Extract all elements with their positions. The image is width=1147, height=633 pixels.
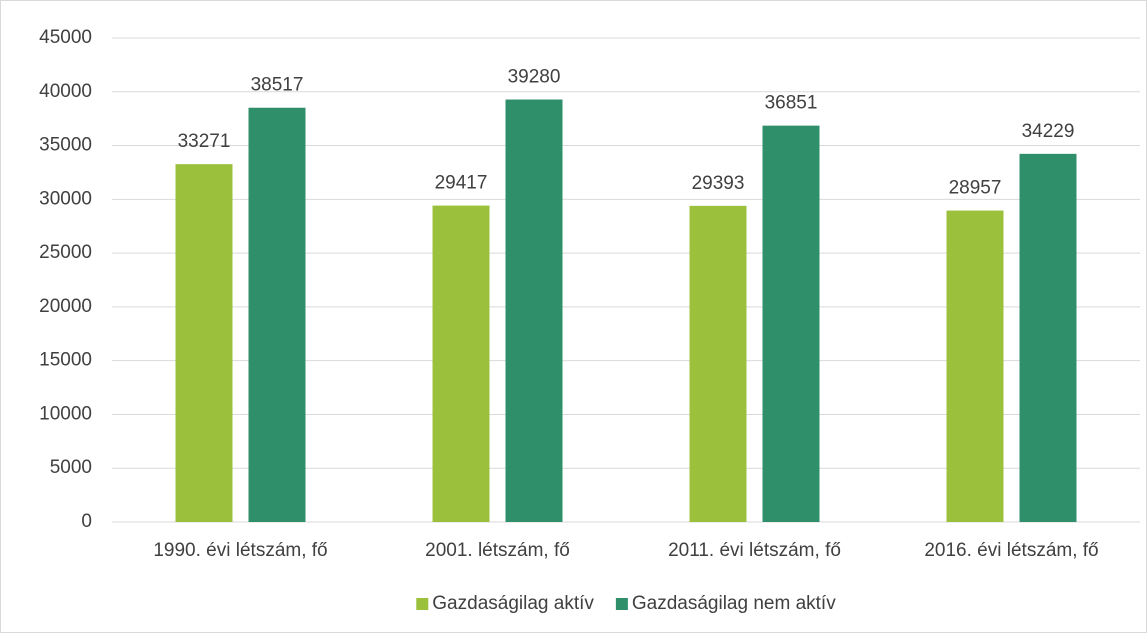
data-label: 28957 — [949, 178, 1002, 199]
y-tick-label: 45000 — [39, 27, 92, 48]
legend-label: Gazdaságilag nem aktív — [632, 593, 836, 614]
legend-swatch — [615, 598, 628, 610]
data-label: 34229 — [1022, 121, 1075, 142]
y-tick-label: 35000 — [39, 135, 92, 156]
y-tick-label: 25000 — [39, 242, 92, 263]
y-tick-label: 15000 — [39, 350, 92, 371]
bar — [946, 210, 1004, 522]
y-tick-label: 20000 — [39, 296, 92, 317]
y-tick-label: 0 — [81, 511, 92, 532]
bar — [1019, 153, 1077, 522]
y-tick-label: 5000 — [50, 457, 92, 478]
bar — [689, 205, 747, 523]
y-tick-label: 30000 — [39, 188, 92, 209]
y-tick-label: 40000 — [39, 81, 92, 102]
legend-label: Gazdaságilag aktív — [432, 593, 594, 614]
legend-swatch — [416, 598, 429, 610]
bar — [248, 107, 306, 522]
data-label: 29417 — [435, 173, 488, 194]
bar — [175, 164, 233, 522]
x-tick-label: 1990. évi létszám, fő — [153, 540, 327, 561]
data-label: 33271 — [178, 131, 231, 152]
data-label: 39280 — [508, 67, 561, 88]
bar — [505, 99, 563, 522]
x-tick-label: 2001. létszám, fő — [425, 540, 570, 561]
x-tick-label: 2011. évi létszám, fő — [668, 540, 841, 561]
bar — [432, 205, 490, 522]
bar — [762, 125, 820, 522]
x-tick-label: 2016. évi létszám, fő — [924, 540, 1098, 561]
data-label: 36851 — [765, 93, 818, 114]
data-label: 38517 — [251, 75, 304, 96]
y-tick-label: 10000 — [39, 403, 92, 424]
data-label: 29393 — [692, 173, 745, 194]
